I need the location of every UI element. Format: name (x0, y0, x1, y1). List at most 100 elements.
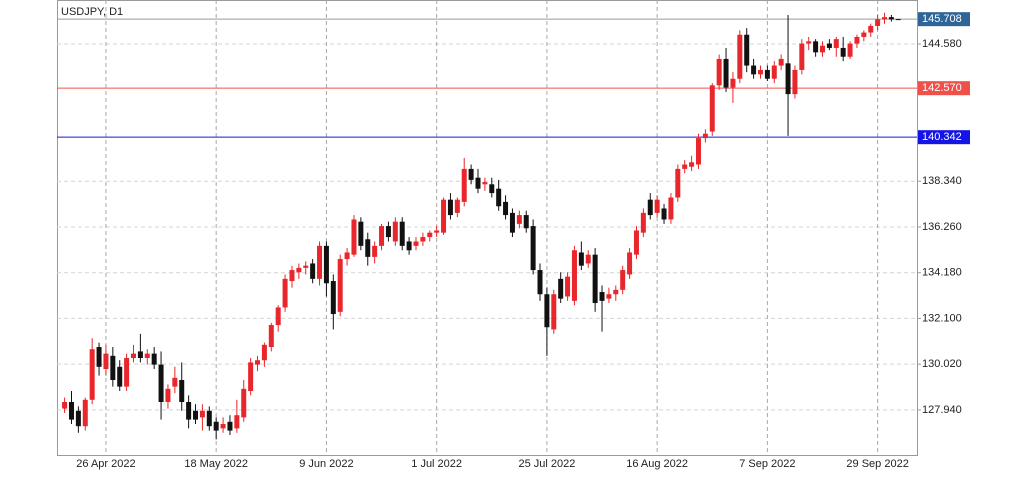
candle-body (213, 421, 219, 431)
candle-body (392, 221, 398, 242)
candle-body (96, 347, 102, 367)
candle-body (620, 270, 626, 290)
candle-body (434, 230, 440, 233)
price-label: 140.342 (922, 131, 962, 143)
y-tick-label: 136.260 (922, 221, 962, 233)
candle-body (275, 307, 281, 326)
x-tick-label: 29 Sep 2022 (846, 458, 908, 470)
candle-body (806, 41, 812, 44)
candle-body (799, 43, 805, 70)
candle-body (785, 63, 791, 95)
x-tick-label: 25 Jul 2022 (518, 458, 575, 470)
candle-body (551, 294, 557, 330)
candle-body (447, 199, 453, 216)
price-label: 142.570 (922, 82, 962, 94)
candle-body (503, 201, 509, 216)
candle-body (702, 133, 708, 139)
candle-body (427, 232, 433, 238)
candle-body (179, 380, 185, 403)
candle-body (344, 252, 350, 260)
x-tick-label: 1 Jul 2022 (411, 458, 462, 470)
candle-body (310, 263, 316, 279)
price-label-box (918, 81, 970, 96)
candle-body (317, 245, 323, 279)
candle-body (241, 388, 247, 418)
candle-body (861, 32, 867, 37)
candle-body (482, 182, 488, 185)
candle-body (75, 410, 81, 427)
candle-body (385, 226, 391, 238)
candle-body (737, 34, 743, 79)
candle-body (172, 377, 178, 387)
x-tick-label: 18 May 2022 (184, 458, 248, 470)
candle-body (372, 245, 378, 257)
y-tick-label: 130.020 (922, 358, 962, 370)
candle-body (599, 292, 605, 301)
price-label: 145.708 (922, 13, 962, 25)
candle-body (351, 219, 357, 255)
x-tick-label: 9 Jun 2022 (299, 458, 353, 470)
candle-body (530, 226, 536, 271)
candle-body (89, 349, 95, 400)
y-tick-label: 132.100 (922, 312, 962, 324)
candle-body (792, 69, 798, 95)
candle-body (847, 43, 853, 57)
candle-body (675, 168, 681, 198)
candle-body (82, 399, 88, 427)
candle-body (661, 208, 667, 220)
candle-body (220, 423, 226, 429)
candle-body (461, 168, 467, 202)
candle-body (144, 353, 150, 359)
price-label-box (918, 130, 970, 145)
candle-body (633, 230, 639, 255)
candle-body (571, 250, 577, 301)
candle-body (682, 164, 688, 169)
candle-body (193, 410, 199, 420)
candle-body (323, 245, 329, 284)
candle-body (578, 252, 584, 266)
candle-body (544, 294, 550, 328)
candle-body (158, 364, 164, 403)
x-tick-label: 16 Aug 2022 (626, 458, 688, 470)
candle-body (420, 237, 426, 242)
candle-body (647, 199, 653, 216)
candle-body (709, 85, 715, 132)
price-label-box (918, 12, 970, 27)
candle-body (151, 353, 157, 365)
candle-body (640, 212, 646, 233)
candle-body (289, 270, 295, 282)
candle-body (875, 19, 881, 26)
candle-body (248, 362, 254, 392)
candle-body (468, 168, 474, 180)
candle-body (592, 254, 598, 304)
candle-body (565, 276, 571, 297)
candle-body (227, 421, 233, 431)
candle-body (537, 270, 543, 295)
candle-body (303, 265, 309, 268)
candle-body (668, 197, 674, 220)
candle-body (882, 17, 888, 20)
candle-body (62, 402, 68, 409)
candle-body (778, 58, 784, 66)
candle-body (186, 402, 192, 420)
candle-body (689, 162, 695, 167)
candle-body (695, 138, 701, 165)
candle-body (585, 254, 591, 264)
candle-body (110, 355, 116, 381)
candle-body (489, 184, 495, 194)
candle-body (820, 45, 825, 53)
candle-body (330, 281, 336, 315)
candle-body (496, 188, 502, 207)
candle-body (895, 19, 901, 21)
plot-frame (57, 0, 918, 456)
candle-body (365, 239, 371, 257)
candle-body (234, 415, 240, 429)
y-tick-label: 134.180 (922, 267, 962, 279)
candle-body (764, 69, 770, 79)
y-tick-label: 138.340 (922, 175, 962, 187)
candle-body (261, 344, 267, 361)
x-tick-label: 26 Apr 2022 (76, 458, 135, 470)
candle-body (206, 410, 212, 427)
